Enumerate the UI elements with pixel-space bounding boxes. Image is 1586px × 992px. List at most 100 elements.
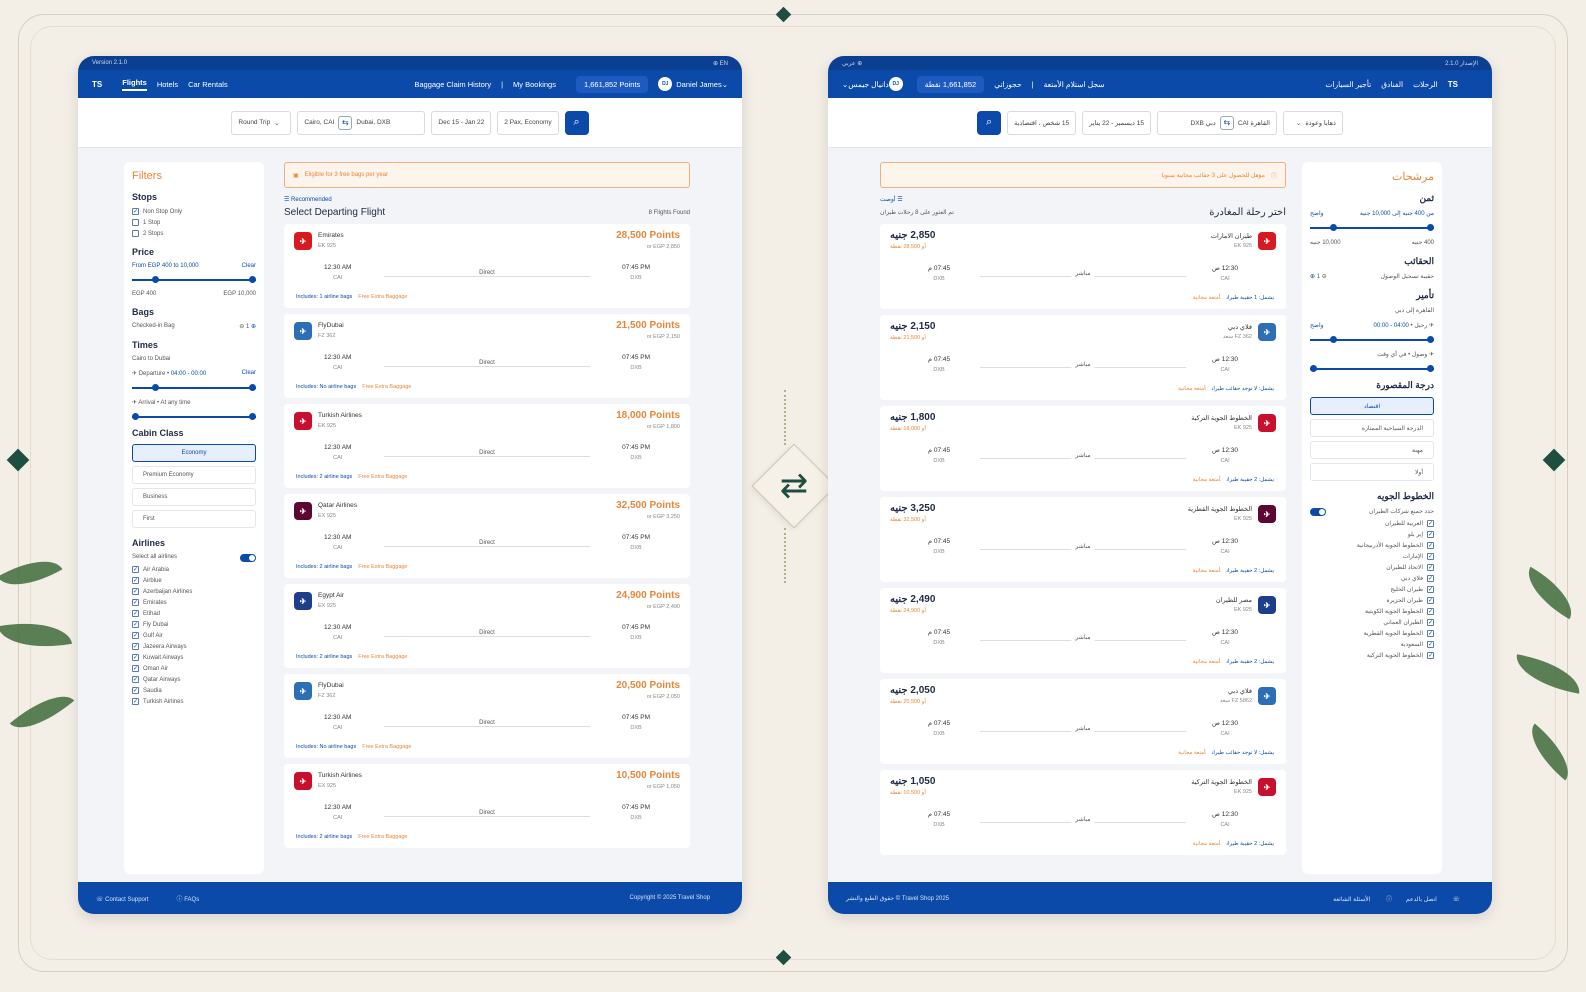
nav-flights[interactable]: Flights: [122, 78, 147, 91]
flight-card[interactable]: ✈ مصر للطيران EK 925 2,490 جنيه أو 24,900 نق…: [880, 588, 1286, 673]
checkbox-checked[interactable]: ✓: [132, 687, 139, 694]
checkbox-checked[interactable]: ✓: [132, 665, 139, 672]
nav-car-rentals[interactable]: Car Rentals: [188, 79, 228, 89]
flight-card[interactable]: ✈ الخطوط الجوية التركية EK 925 1,800 جنيه أو…: [880, 406, 1286, 491]
flight-card[interactable]: ✈ Egypt Air EX 925 24,900 Points or EGP 2,49…: [284, 584, 690, 668]
cabin-option[interactable]: أولا: [1310, 463, 1434, 481]
checkbox-checked[interactable]: ✓: [1427, 630, 1434, 637]
search-button[interactable]: ⌕: [977, 110, 1002, 135]
faq-link[interactable]: ⓘ الأسئلة الشائعة: [1333, 896, 1393, 903]
swap-icon[interactable]: ⇆: [1219, 115, 1234, 130]
airline-option[interactable]: ✓ فلاي دبي: [1310, 575, 1434, 582]
language-switch[interactable]: ⊕ EN: [712, 60, 728, 67]
slider-handle[interactable]: [249, 384, 256, 391]
destination-input[interactable]: Dubai, DXB: [356, 119, 391, 126]
airline-option[interactable]: ✓ الخطوط الجوية الكويتية: [1310, 608, 1434, 615]
points-badge[interactable]: 1,661,852 Points: [575, 75, 649, 93]
airline-option[interactable]: ✓ إير بلو: [1310, 531, 1434, 538]
avatar[interactable]: DJ: [888, 77, 903, 91]
arrival-slider[interactable]: [132, 413, 256, 420]
checkbox-checked[interactable]: ✓: [132, 610, 139, 617]
checkbox-checked[interactable]: ✓: [132, 588, 139, 595]
slider-handle[interactable]: [1310, 365, 1317, 372]
checkbox-checked[interactable]: ✓: [132, 577, 139, 584]
slider-handle[interactable]: [132, 413, 139, 420]
support-link[interactable]: ☏ Contact Support: [96, 896, 149, 903]
slider-handle[interactable]: [152, 276, 159, 283]
route-field[interactable]: Cairo, CAI ⇆ Dubai, DXB: [297, 110, 426, 135]
faq-link[interactable]: ⓘ FAQs: [176, 896, 200, 903]
checkbox-checked[interactable]: ✓: [1427, 542, 1434, 549]
cabin-option[interactable]: مهنة: [1310, 441, 1434, 459]
checkbox-checked[interactable]: ✓: [1427, 641, 1434, 648]
flight-card[interactable]: ✈ Emirates EK 925 28,500 Points or EGP 2,850…: [284, 224, 690, 308]
checkbox-checked[interactable]: ✓: [132, 643, 139, 650]
checkbox-checked[interactable]: ✓: [132, 599, 139, 606]
checkbox-checked[interactable]: ✓: [1427, 553, 1434, 560]
airline-option[interactable]: ✓ Air Arabia: [132, 566, 256, 573]
airline-option[interactable]: ✓ Etihad: [132, 610, 256, 617]
slider-handle[interactable]: [249, 413, 256, 420]
nav-car-rentals[interactable]: تأجير السيارات: [1325, 79, 1372, 89]
plus-icon[interactable]: ⊕: [1310, 274, 1316, 280]
stops-option[interactable]: 2 Stops: [132, 230, 256, 237]
checkbox[interactable]: [132, 230, 139, 237]
dates-field[interactable]: Dec 15 - Jan 22: [431, 110, 492, 135]
origin-input[interactable]: القاهرة CAI: [1237, 119, 1270, 127]
checkbox-checked[interactable]: ✓: [132, 698, 139, 705]
stops-option[interactable]: 1 Stop: [132, 219, 256, 226]
price-clear-link[interactable]: Clear: [241, 263, 256, 269]
airline-option[interactable]: ✓ Fly Dubai: [132, 621, 256, 628]
airline-option[interactable]: ✓ الاتحاد للطيران: [1310, 564, 1434, 571]
airline-option[interactable]: ✓ Saudia: [132, 687, 256, 694]
airline-option[interactable]: ✓ السعودية: [1310, 641, 1434, 648]
airline-option[interactable]: ✓ Qatar Airways: [132, 676, 256, 683]
airline-option[interactable]: ✓ Airblue: [132, 577, 256, 584]
airline-option[interactable]: ✓ الطيران العماني: [1310, 619, 1434, 626]
flight-card[interactable]: ✈ فلاي دبي FZ 5862 سعد 2,050 جنيه أو 20,500 …: [880, 679, 1286, 764]
checkbox-checked[interactable]: ✓: [1427, 520, 1434, 527]
nav-hotels[interactable]: Hotels: [156, 79, 179, 89]
user-menu[interactable]: دانيال جيمس: [848, 79, 889, 89]
airline-option[interactable]: ✓ Azerbaijan Airlines: [132, 588, 256, 595]
airline-option[interactable]: ✓ Gulf Air: [132, 632, 256, 639]
nav-hotels[interactable]: الفنادق: [1381, 79, 1404, 89]
flight-card[interactable]: ✈ Qatar Airlines EX 925 32,500 Points or EGP…: [284, 494, 690, 578]
flight-card[interactable]: ✈ FlyDubai FZ 362 21,500 Points or EGP 2,150…: [284, 314, 690, 398]
nav-my-bookings[interactable]: My Bookings: [513, 79, 556, 89]
price-slider[interactable]: [132, 276, 256, 283]
departure-slider[interactable]: [132, 384, 256, 391]
checkbox-checked[interactable]: ✓: [1427, 597, 1434, 604]
checkbox-checked[interactable]: ✓: [132, 654, 139, 661]
checkbox-checked[interactable]: ✓: [1427, 564, 1434, 571]
cabin-option-selected[interactable]: اقتصاد: [1310, 397, 1434, 415]
flight-card[interactable]: ✈ الخطوط الجوية التركية EK 925 1,050 جنيه أو…: [880, 770, 1286, 855]
nav-baggage-history[interactable]: Baggage Claim History: [414, 79, 492, 89]
slider-handle[interactable]: [1330, 224, 1337, 231]
airline-option[interactable]: ✓ Oman Air: [132, 665, 256, 672]
sort-recommended[interactable]: ☰ أوصت: [880, 197, 903, 203]
points-badge[interactable]: 1,661,852 نقطة: [916, 75, 985, 93]
trip-type-select[interactable]: Round Trip ⌄: [231, 110, 292, 135]
cabin-option[interactable]: Premium Economy: [132, 466, 256, 484]
checkbox-checked[interactable]: ✓: [1427, 575, 1434, 582]
checkbox[interactable]: [132, 219, 139, 226]
flight-card[interactable]: ✈ طيران الامارات EK 925 2,850 جنيه أو 28,500…: [880, 224, 1286, 309]
airline-option[interactable]: ✓ العربية للطيران: [1310, 520, 1434, 527]
slider-handle[interactable]: [249, 276, 256, 283]
dates-field[interactable]: 15 ديسمبر - 22 يناير: [1082, 110, 1151, 135]
brand-logo[interactable]: TS: [1447, 79, 1458, 89]
search-button[interactable]: ⌕: [564, 110, 589, 135]
select-all-toggle[interactable]: [240, 554, 256, 562]
slider-handle[interactable]: [1427, 365, 1434, 372]
flight-card[interactable]: ✈ Turkish Airlines EK 925 18,000 Points or E…: [284, 404, 690, 488]
checkbox-checked[interactable]: ✓: [1427, 531, 1434, 538]
flight-card[interactable]: ✈ فلاي دبي FZ 362 سعد 2,150 جنيه أو 21,500 ن…: [880, 315, 1286, 400]
select-all-toggle[interactable]: [1310, 508, 1326, 516]
airline-option[interactable]: ✓ الخطوط الجوية القطرية: [1310, 630, 1434, 637]
airline-option[interactable]: ✓ Jazeera Airways: [132, 643, 256, 650]
airline-option[interactable]: ✓ الخطوط الجوية الأذربيجانية: [1310, 542, 1434, 549]
checkbox-checked[interactable]: ✓: [1427, 619, 1434, 626]
nav-baggage-history[interactable]: سجل استلام الأمتعة: [1043, 79, 1105, 89]
plus-icon[interactable]: ⊕: [250, 324, 256, 330]
